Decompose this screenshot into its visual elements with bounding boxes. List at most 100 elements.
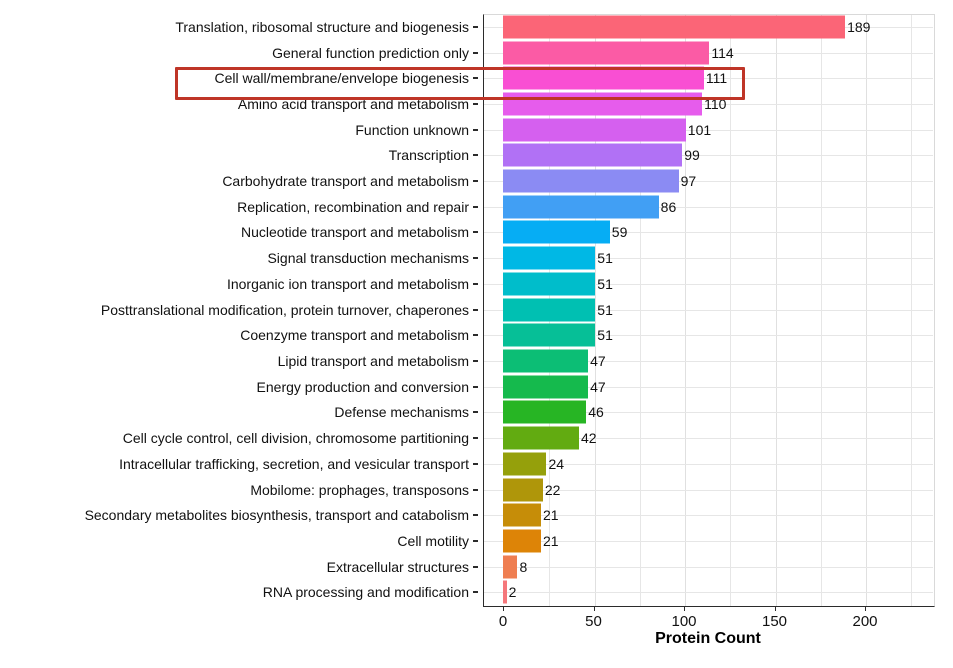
bar (503, 272, 596, 296)
gridline-horizontal (484, 592, 933, 594)
category-label: Function unknown (355, 121, 469, 138)
bar-cell: 86 (483, 194, 953, 220)
value-label: 42 (581, 430, 597, 447)
category-label: Translation, ribosomal structure and bio… (175, 18, 469, 35)
bar-row: Cell cycle control, cell division, chrom… (0, 425, 953, 451)
value-label: 8 (519, 558, 528, 575)
gridline-horizontal (484, 309, 933, 311)
category-label: Intracellular trafficking, secretion, an… (119, 455, 469, 472)
bar (503, 118, 686, 142)
x-axis-tick (503, 606, 504, 611)
bar (503, 426, 580, 450)
y-axis-tick (473, 25, 478, 28)
gridline-horizontal (484, 103, 933, 105)
category-label: Mobilome: prophages, transposons (250, 481, 469, 498)
gridline-horizontal (484, 412, 933, 414)
bar-cell: 21 (483, 528, 953, 554)
bar (503, 375, 589, 399)
value-label: 22 (544, 481, 561, 498)
x-axis-tick (593, 606, 595, 611)
bar-row: Replication, recombination and repair 86 (0, 194, 953, 220)
category-label: Cell cycle control, cell division, chrom… (122, 430, 469, 447)
category-label: Extracellular structures (326, 558, 469, 575)
bar-row: Carbohydrate transport and metabolism 97 (0, 168, 953, 194)
y-axis-tick (473, 205, 478, 208)
gridline-horizontal (484, 129, 933, 131)
category-label: General function prediction only (272, 44, 469, 61)
bar-cell: 111 (483, 65, 953, 91)
category-label: Carbohydrate transport and metabolism (222, 173, 469, 190)
bar (503, 400, 587, 424)
gridline-horizontal (484, 566, 933, 568)
bar-row: Secondary metabolites biosynthesis, tran… (0, 502, 953, 528)
bar-cell: 47 (483, 348, 953, 374)
value-label: 51 (597, 327, 613, 344)
bar-cell: 8 (483, 554, 953, 580)
value-label: 24 (548, 455, 565, 472)
y-axis-tick (473, 488, 478, 491)
bar (503, 195, 659, 219)
bar-row: Transcription 99 (0, 143, 953, 169)
category-label: RNA processing and modification (262, 584, 469, 601)
category-label: Coenzyme transport and metabolism (240, 327, 469, 344)
gridline-horizontal (484, 438, 933, 440)
value-label: 51 (597, 275, 613, 292)
bar-row: General function prediction only 114 (0, 40, 953, 66)
bar-row: Function unknown 101 (0, 117, 953, 143)
category-label: Energy production and conversion (256, 378, 469, 395)
y-axis-tick (473, 565, 478, 568)
value-label: 51 (597, 250, 613, 267)
bar-cell: 97 (483, 168, 953, 194)
bar (503, 580, 507, 604)
y-axis-tick (473, 334, 478, 337)
bar-row: Coenzyme transport and metabolism 51 (0, 322, 953, 348)
y-axis-tick (473, 462, 478, 465)
bar-cell: 51 (483, 245, 953, 271)
y-axis-tick (473, 154, 478, 157)
category-label: Defense mechanisms (334, 404, 469, 421)
bar-cell: 51 (483, 297, 953, 323)
bar-cell: 2 (483, 579, 953, 605)
bar-cell: 47 (483, 374, 953, 400)
category-label: Cell motility (397, 532, 469, 549)
category-label: Secondary metabolites biosynthesis, tran… (84, 507, 469, 524)
category-label: Cell wall/membrane/envelope biogenesis (214, 70, 469, 87)
gridline-horizontal (484, 335, 933, 337)
bar-rows: Translation, ribosomal structure and bio… (0, 14, 953, 605)
x-axis-tick (774, 606, 776, 611)
gridline-horizontal (484, 515, 933, 517)
x-tick-label: 200 (852, 613, 878, 630)
x-tick-label: 0 (498, 613, 508, 630)
bar-row: Posttranslational modification, protein … (0, 297, 953, 323)
bar-cell: 46 (483, 400, 953, 426)
value-label: 97 (680, 173, 697, 190)
category-label: Inorganic ion transport and metabolism (226, 275, 469, 292)
bar (503, 220, 610, 244)
bar-cell: 51 (483, 322, 953, 348)
value-label: 2 (508, 584, 517, 601)
x-axis: 0 50 100 150 200 (483, 606, 933, 636)
value-label: 99 (684, 147, 700, 164)
bar (503, 452, 547, 476)
bar-row: Defense mechanisms 46 (0, 400, 953, 426)
value-label: 59 (611, 224, 628, 241)
gridline-horizontal (484, 258, 933, 260)
bar (503, 555, 518, 579)
y-axis-tick (473, 257, 478, 260)
bar-row: Cell motility 21 (0, 528, 953, 554)
y-axis-tick (473, 102, 478, 105)
gridline-horizontal (484, 283, 933, 285)
value-label: 110 (704, 95, 727, 112)
bar-row: Energy production and conversion 47 (0, 374, 953, 400)
bar-row: RNA processing and modification 2 (0, 579, 953, 605)
x-tick-label: 50 (585, 613, 602, 630)
bar-row: Inorganic ion transport and metabolism 51 (0, 271, 953, 297)
bar-cell: 59 (483, 220, 953, 246)
bar (503, 66, 704, 90)
category-label: Replication, recombination and repair (237, 198, 469, 215)
value-label: 111 (705, 70, 728, 87)
gridline-horizontal (484, 386, 933, 388)
bar-row: Nucleotide transport and metabolism 59 (0, 220, 953, 246)
bar-cell: 189 (483, 14, 953, 40)
